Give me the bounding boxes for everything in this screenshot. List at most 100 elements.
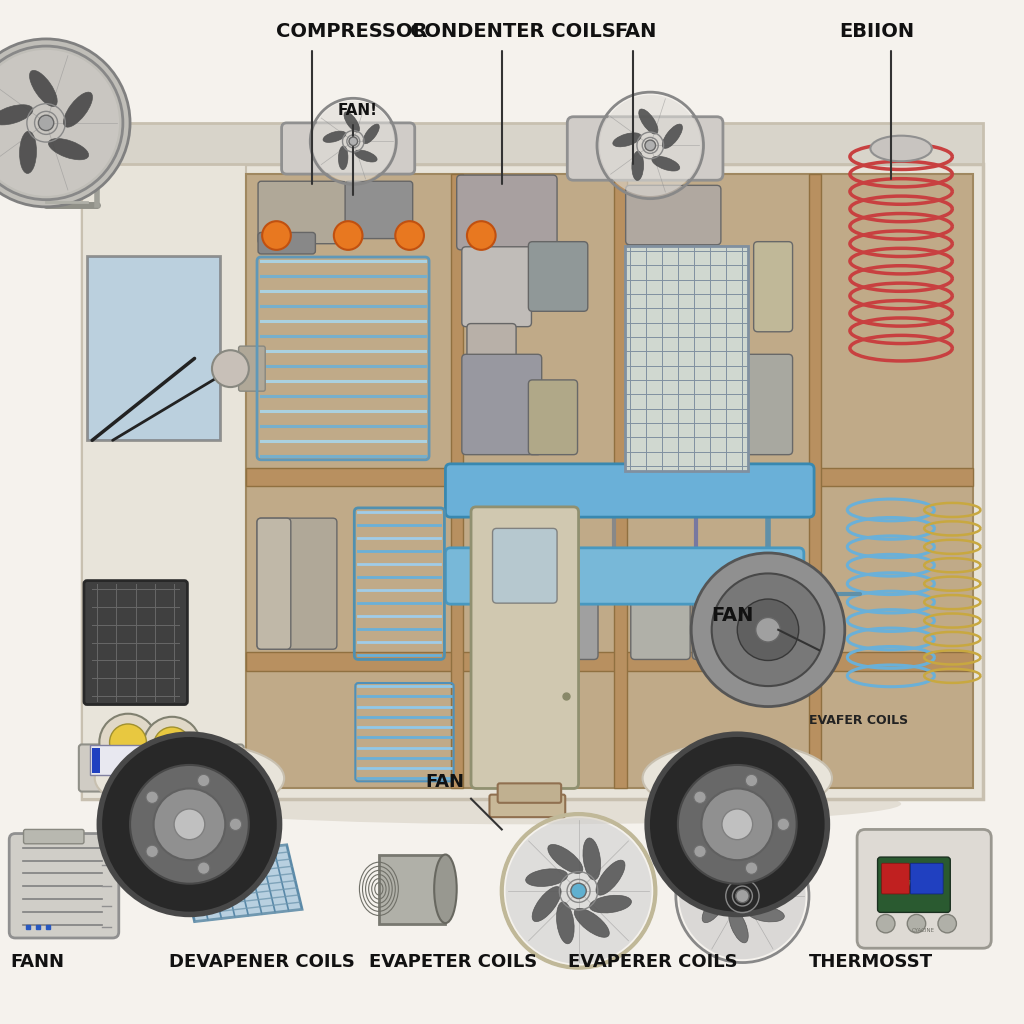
Ellipse shape bbox=[344, 112, 359, 132]
Text: FANN: FANN bbox=[10, 952, 65, 971]
Ellipse shape bbox=[748, 906, 784, 922]
FancyBboxPatch shape bbox=[754, 242, 793, 332]
Ellipse shape bbox=[700, 870, 737, 886]
Ellipse shape bbox=[30, 71, 57, 106]
FancyBboxPatch shape bbox=[878, 857, 950, 912]
Circle shape bbox=[334, 221, 362, 250]
Polygon shape bbox=[82, 123, 983, 164]
FancyBboxPatch shape bbox=[462, 247, 531, 327]
Text: 72°: 72° bbox=[905, 881, 922, 889]
Circle shape bbox=[0, 39, 130, 207]
Circle shape bbox=[694, 792, 707, 804]
FancyBboxPatch shape bbox=[549, 580, 598, 659]
Ellipse shape bbox=[639, 109, 658, 134]
Circle shape bbox=[39, 116, 53, 130]
FancyBboxPatch shape bbox=[451, 174, 463, 788]
Circle shape bbox=[722, 809, 753, 840]
Ellipse shape bbox=[364, 124, 379, 143]
Text: CYACINE: CYACINE bbox=[912, 928, 935, 933]
Ellipse shape bbox=[19, 131, 37, 173]
Text: COMPRESSOR: COMPRESSOR bbox=[276, 22, 428, 41]
Circle shape bbox=[312, 100, 394, 182]
Text: EBIION: EBIION bbox=[840, 22, 914, 41]
Circle shape bbox=[262, 221, 291, 250]
Circle shape bbox=[777, 818, 790, 830]
Text: FAN: FAN bbox=[425, 772, 464, 791]
Text: THERMOSST: THERMOSST bbox=[809, 952, 933, 971]
Ellipse shape bbox=[164, 783, 901, 824]
Circle shape bbox=[600, 95, 700, 196]
Circle shape bbox=[154, 788, 225, 860]
Circle shape bbox=[146, 792, 159, 804]
Ellipse shape bbox=[574, 908, 609, 937]
Ellipse shape bbox=[48, 138, 89, 160]
Ellipse shape bbox=[556, 902, 574, 944]
Ellipse shape bbox=[0, 104, 33, 125]
Ellipse shape bbox=[590, 895, 632, 913]
FancyBboxPatch shape bbox=[614, 174, 627, 788]
Circle shape bbox=[349, 137, 357, 145]
Ellipse shape bbox=[702, 892, 727, 923]
Circle shape bbox=[143, 717, 201, 774]
FancyBboxPatch shape bbox=[625, 246, 748, 471]
Ellipse shape bbox=[729, 908, 749, 943]
FancyBboxPatch shape bbox=[257, 518, 291, 649]
Circle shape bbox=[735, 889, 750, 903]
Circle shape bbox=[130, 765, 249, 884]
FancyBboxPatch shape bbox=[445, 548, 804, 604]
Circle shape bbox=[694, 845, 707, 857]
Circle shape bbox=[154, 727, 190, 764]
Circle shape bbox=[110, 724, 146, 761]
FancyBboxPatch shape bbox=[467, 324, 516, 373]
Ellipse shape bbox=[663, 124, 682, 148]
Circle shape bbox=[745, 774, 758, 786]
Ellipse shape bbox=[338, 146, 348, 170]
FancyBboxPatch shape bbox=[92, 748, 100, 773]
FancyBboxPatch shape bbox=[472, 600, 552, 649]
FancyBboxPatch shape bbox=[84, 581, 187, 705]
FancyBboxPatch shape bbox=[910, 863, 943, 894]
FancyBboxPatch shape bbox=[528, 380, 578, 455]
Ellipse shape bbox=[548, 845, 583, 873]
FancyBboxPatch shape bbox=[79, 744, 244, 792]
Circle shape bbox=[691, 553, 845, 707]
Ellipse shape bbox=[94, 742, 284, 814]
Circle shape bbox=[571, 883, 586, 899]
FancyBboxPatch shape bbox=[24, 829, 84, 844]
Ellipse shape bbox=[632, 152, 644, 180]
FancyBboxPatch shape bbox=[457, 175, 557, 250]
Ellipse shape bbox=[532, 887, 561, 922]
FancyBboxPatch shape bbox=[282, 123, 415, 174]
FancyBboxPatch shape bbox=[246, 652, 973, 671]
FancyBboxPatch shape bbox=[9, 834, 119, 938]
FancyBboxPatch shape bbox=[733, 590, 777, 649]
Ellipse shape bbox=[323, 131, 346, 142]
Polygon shape bbox=[179, 845, 302, 922]
Ellipse shape bbox=[434, 854, 457, 924]
Text: FAN!: FAN! bbox=[338, 102, 378, 118]
Circle shape bbox=[938, 914, 956, 933]
FancyBboxPatch shape bbox=[258, 181, 346, 244]
Circle shape bbox=[701, 788, 773, 860]
Circle shape bbox=[679, 833, 806, 959]
FancyBboxPatch shape bbox=[692, 590, 741, 659]
Ellipse shape bbox=[354, 151, 377, 162]
Circle shape bbox=[99, 734, 280, 914]
Polygon shape bbox=[246, 174, 973, 788]
Ellipse shape bbox=[583, 838, 601, 880]
Circle shape bbox=[907, 914, 926, 933]
FancyBboxPatch shape bbox=[471, 507, 579, 788]
Text: DEVAPENER COILS: DEVAPENER COILS bbox=[169, 952, 355, 971]
Text: FAN: FAN bbox=[712, 605, 754, 625]
Circle shape bbox=[395, 221, 424, 250]
Ellipse shape bbox=[643, 742, 831, 814]
Circle shape bbox=[712, 573, 824, 686]
FancyBboxPatch shape bbox=[258, 232, 315, 254]
Circle shape bbox=[877, 914, 895, 933]
Ellipse shape bbox=[758, 869, 782, 900]
FancyBboxPatch shape bbox=[90, 745, 151, 775]
Circle shape bbox=[174, 809, 205, 840]
FancyBboxPatch shape bbox=[743, 354, 793, 455]
Ellipse shape bbox=[870, 136, 932, 161]
Polygon shape bbox=[87, 256, 220, 440]
